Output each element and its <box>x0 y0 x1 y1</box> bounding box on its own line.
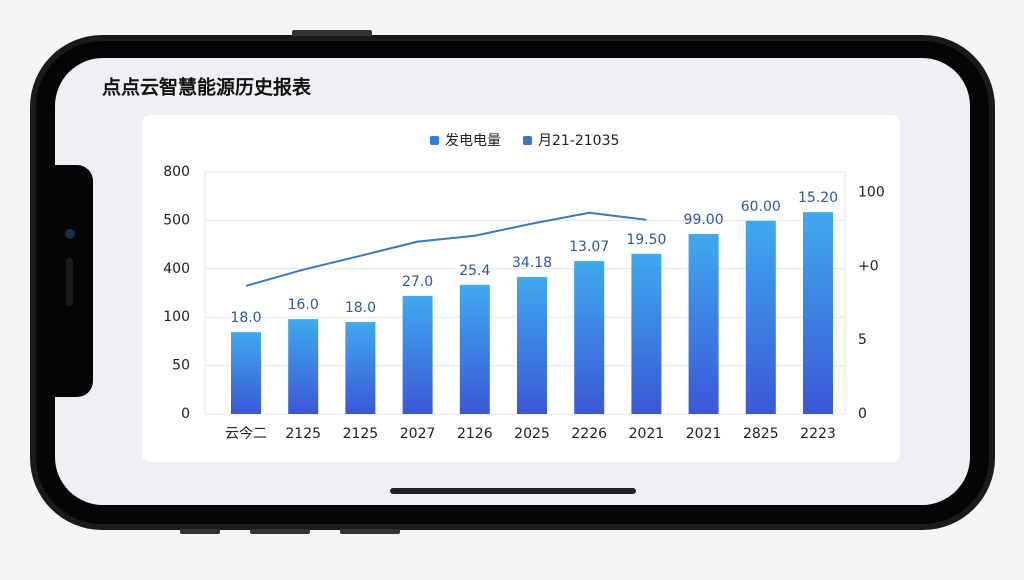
side-button <box>180 529 220 534</box>
data-label: 16.0 <box>288 297 319 313</box>
data-label: 18.0 <box>345 300 376 316</box>
y-tick-label: 800 <box>163 164 190 180</box>
data-label: 99.00 <box>684 212 724 228</box>
side-button <box>340 529 400 534</box>
data-label: 60.00 <box>741 199 781 215</box>
y-tick-label: 0 <box>181 406 190 422</box>
notch <box>55 165 93 397</box>
home-indicator <box>390 488 636 494</box>
bar <box>459 284 490 414</box>
bar <box>745 220 776 414</box>
legend-label: 发电电量 <box>445 133 501 149</box>
bar <box>803 212 833 414</box>
y2-tick-label: 0 <box>858 406 867 422</box>
x-tick-label: 2025 <box>514 426 550 442</box>
y-tick-label: 500 <box>163 212 190 228</box>
x-tick-label: 2125 <box>343 426 379 442</box>
x-tick-label: 2223 <box>800 426 836 442</box>
x-tick-label: 2126 <box>457 426 493 442</box>
bar <box>517 277 547 414</box>
data-label: 25.4 <box>459 263 490 279</box>
y-tick-label: 50 <box>172 358 190 374</box>
bar <box>231 332 261 414</box>
bar <box>574 261 605 414</box>
line <box>245 211 647 287</box>
y2-tick-label: 5 <box>858 332 867 348</box>
data-label: 27.0 <box>402 274 433 290</box>
side-button <box>250 529 310 534</box>
side-button <box>292 30 372 36</box>
x-tick-label: 2021 <box>686 426 722 442</box>
data-label: 13.07 <box>569 239 609 255</box>
x-tick-label: 云今二 <box>225 426 267 442</box>
chart-title: 点点云智慧能源历史报表 <box>102 76 312 99</box>
bar <box>288 319 319 414</box>
y-tick-label: 100 <box>163 309 190 325</box>
chart: 0 50 100 400 500 800 0 5 +0 100 云今二 2125 2125 2027 212… <box>163 133 884 442</box>
y-tick-label: 400 <box>163 261 190 277</box>
bar <box>631 253 662 414</box>
x-tick-label: 2027 <box>400 426 436 442</box>
y2-tick-label: +0 <box>858 258 879 274</box>
speaker <box>66 258 73 306</box>
data-label: 15.20 <box>798 190 838 206</box>
bar <box>345 322 376 414</box>
bar <box>402 295 433 414</box>
x-tick-label: 2226 <box>571 426 607 442</box>
x-tick-label: 2021 <box>629 426 665 442</box>
camera <box>65 229 75 239</box>
data-label: 18.0 <box>230 310 261 326</box>
x-tick-label: 2825 <box>743 426 779 442</box>
legend-label: 月21-21035 <box>538 133 619 149</box>
data-label: 19.50 <box>626 232 666 248</box>
bar <box>688 233 719 414</box>
data-label: 34.18 <box>512 255 552 271</box>
x-tick-label: 2125 <box>285 426 321 442</box>
legend-swatch <box>523 136 532 145</box>
legend-swatch <box>430 136 439 145</box>
y2-tick-label: 100 <box>858 185 885 201</box>
